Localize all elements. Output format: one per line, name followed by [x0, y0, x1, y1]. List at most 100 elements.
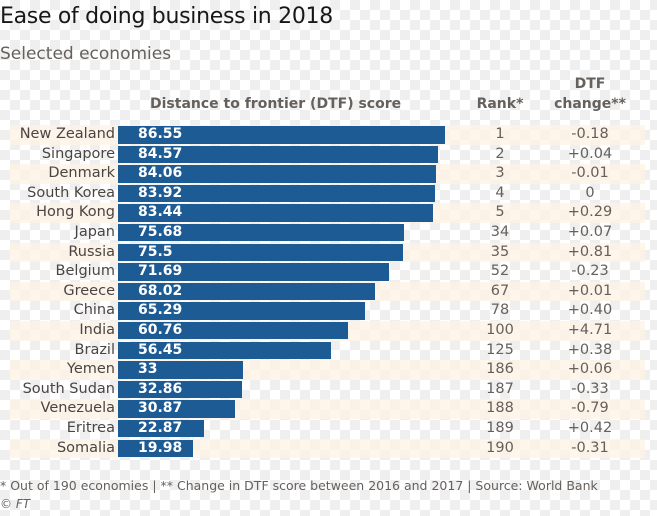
- chart-row: Russia 75.5 35 +0.81: [10, 242, 645, 263]
- rank-value: 190: [486, 439, 514, 456]
- rank-value: 4: [495, 184, 505, 201]
- chart-row: Brazil 56.45 125 +0.38: [0, 341, 645, 361]
- chart-row: China 65.29 78 +0.40: [0, 301, 645, 321]
- bar-value-label: 75.5: [138, 243, 173, 260]
- bar-value-label: 75.68: [138, 223, 183, 240]
- chart-row: Denmark 84.06 3 -0.01: [10, 164, 645, 184]
- rank-value: 52: [490, 263, 510, 280]
- dtf-change-value: +0.04: [567, 145, 613, 162]
- column-header-change: DTF change**: [545, 74, 635, 114]
- dtf-change-value: 0: [585, 184, 595, 201]
- bar-value-label: 19.98: [138, 439, 183, 456]
- chart-row: Belgium 71.69 52 -0.23: [0, 262, 645, 282]
- chart-title: Ease of doing business in 2018: [0, 4, 333, 29]
- bar-value-label: 71.69: [138, 263, 183, 280]
- rank-value: 186: [486, 361, 514, 378]
- chart-row: Hong Kong 83.44 5 +0.29: [10, 203, 645, 223]
- footnote: * Out of 190 economies | ** Change in DT…: [0, 478, 598, 493]
- bar-value-label: 83.92: [138, 184, 183, 201]
- bar: 68.02: [118, 282, 375, 301]
- category-label: Greece: [63, 282, 115, 299]
- bar: 30.87: [118, 400, 235, 418]
- rank-value: 34: [490, 223, 510, 240]
- bar-value-label: 32.86: [138, 380, 183, 397]
- chart-row: South Sudan 32.86 187 -0.33: [0, 380, 645, 400]
- chart-row: Greece 68.02 67 +0.01: [10, 281, 645, 302]
- chart-row: Venezuela 30.87 188 -0.79: [10, 399, 645, 419]
- bar-value-label: 56.45: [138, 341, 183, 358]
- category-label: Belgium: [55, 263, 115, 280]
- column-header-change-line1: DTF: [574, 76, 606, 92]
- rank-value: 100: [486, 321, 514, 338]
- dtf-change-value: +0.38: [567, 341, 613, 358]
- bar-value-label: 22.87: [138, 419, 183, 436]
- bar-value-label: 65.29: [138, 302, 183, 319]
- bar: 56.45: [118, 341, 332, 360]
- chart-row: Japan 75.68 34 +0.07: [0, 223, 645, 243]
- rank-value: 35: [490, 243, 510, 260]
- bar: 83.44: [118, 204, 434, 222]
- column-header-change-line2: change**: [554, 96, 626, 112]
- dtf-change-value: -0.33: [571, 380, 609, 397]
- dtf-change-value: -0.31: [571, 439, 609, 456]
- bar: 86.55: [118, 126, 445, 144]
- chart-subtitle: Selected economies: [0, 44, 172, 64]
- column-header-score: Distance to frontier (DTF) score: [150, 96, 402, 112]
- bar: 71.69: [118, 263, 389, 281]
- bar: 84.57: [118, 145, 438, 164]
- dtf-change-value: +0.06: [567, 361, 613, 378]
- dtf-change-value: +4.71: [567, 321, 613, 338]
- chart-row: Somalia 19.98 190 -0.31: [10, 438, 645, 459]
- bar: 60.76: [118, 321, 348, 340]
- chart-rows: New Zealand 86.55 1 -0.18 Singapore 84.57 2 +0.…: [0, 125, 645, 459]
- category-label: Japan: [74, 223, 115, 240]
- category-label: Venezuela: [40, 400, 115, 417]
- rank-value: 2: [495, 145, 505, 162]
- bar-value-label: 83.44: [138, 204, 183, 221]
- category-label: Yemen: [66, 361, 115, 378]
- rank-value: 187: [486, 380, 514, 397]
- bar: 75.68: [118, 223, 404, 242]
- rank-value: 125: [486, 341, 514, 358]
- dtf-change-value: +0.81: [567, 243, 613, 260]
- rank-value: 3: [495, 165, 505, 182]
- category-label: Hong Kong: [36, 204, 115, 221]
- category-label: India: [79, 321, 115, 338]
- chart-row: India 60.76 100 +4.71: [10, 320, 645, 341]
- dtf-change-value: +0.29: [567, 204, 613, 221]
- bar: 19.98: [118, 439, 194, 457]
- bar: 22.87: [118, 419, 205, 438]
- bar-value-label: 86.55: [138, 126, 183, 142]
- category-label: Brazil: [74, 341, 115, 358]
- category-label: Denmark: [48, 165, 115, 182]
- dtf-change-value: -0.79: [571, 400, 609, 417]
- bar: 33: [118, 361, 243, 379]
- rank-value: 189: [486, 419, 514, 436]
- chart-row: Yemen 33 186 +0.06: [10, 360, 645, 380]
- bar-value-label: 60.76: [138, 321, 183, 338]
- chart-row: Singapore 84.57 2 +0.04: [0, 145, 645, 165]
- rank-value: 1: [495, 126, 505, 142]
- category-label: South Korea: [27, 184, 115, 201]
- bar: 75.5: [118, 243, 404, 262]
- rank-value: 188: [486, 400, 514, 417]
- bar: 84.06: [118, 165, 436, 183]
- chart-row: South Korea 83.92 4 0: [0, 184, 645, 204]
- bar-value-label: 84.06: [138, 165, 183, 182]
- bar-value-label: 30.87: [138, 400, 183, 417]
- dtf-change-value: +0.40: [567, 302, 613, 319]
- bar-value-label: 84.57: [138, 145, 183, 162]
- rank-value: 5: [495, 204, 505, 221]
- bar-value-label: 33: [138, 361, 158, 378]
- column-header-rank: Rank*: [476, 96, 524, 112]
- dtf-change-value: +0.01: [567, 282, 613, 299]
- category-label: China: [73, 302, 115, 319]
- rank-value: 78: [490, 302, 510, 319]
- category-label: Singapore: [41, 145, 115, 162]
- dtf-change-value: -0.18: [571, 126, 609, 142]
- credit: © FT: [0, 497, 31, 511]
- category-label: Somalia: [56, 439, 115, 456]
- dtf-change-value: +0.07: [567, 223, 613, 240]
- chart-row: New Zealand 86.55 1 -0.18: [10, 125, 645, 145]
- dtf-change-value: -0.01: [571, 165, 609, 182]
